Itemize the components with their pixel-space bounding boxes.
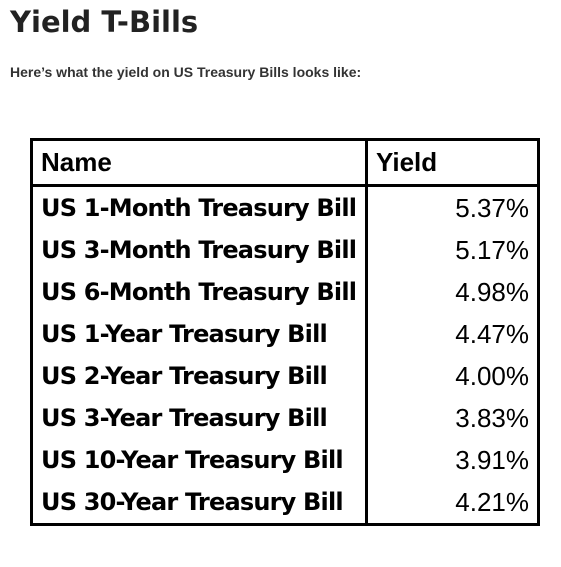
yield-value-cell: 5.37% (455, 192, 529, 223)
yield-value-cell: 4.98% (455, 276, 529, 307)
page-title: Yield T-Bills (10, 5, 199, 39)
bill-name-cell: US 3-Month Treasury Bill (31, 229, 368, 271)
bill-name-cell: US 10-Year Treasury Bill (31, 439, 368, 481)
yield-value-cell: 4.21% (455, 486, 529, 517)
yield-value-cell: 4.00% (455, 360, 529, 391)
table-row: US 30-Year Treasury Bill 4.21% (31, 481, 539, 525)
yield-value-cell: 4.47% (455, 318, 529, 349)
yield-value-cell: 3.91% (455, 444, 529, 475)
column-header-name: Name (31, 139, 368, 187)
bill-name-cell: US 3-Year Treasury Bill (31, 397, 368, 439)
table-row: US 1-Year Treasury Bill 4.47% (31, 313, 539, 355)
table-row: US 3-Year Treasury Bill 3.83% (31, 397, 539, 439)
table-row: US 3-Month Treasury Bill 5.17% (31, 229, 539, 271)
yield-value-cell: 5.17% (455, 234, 529, 265)
intro-text: Here’s what the yield on US Treasury Bil… (10, 64, 362, 80)
table-row: US 6-Month Treasury Bill 4.98% (31, 271, 539, 313)
bill-name-cell: US 1-Year Treasury Bill (31, 313, 368, 355)
table-header-row: Name Yield (31, 139, 539, 187)
bill-name-cell: US 1-Month Treasury Bill (31, 185, 368, 229)
yield-table: Name Yield US 1-Month Treasury Bill 5.37… (30, 138, 540, 526)
bill-name-cell: US 30-Year Treasury Bill (31, 481, 368, 525)
table-body: US 1-Month Treasury Bill 5.37% US 3-Mont… (31, 185, 539, 525)
bill-name-cell: US 6-Month Treasury Bill (31, 271, 368, 313)
yield-value-cell: 3.83% (455, 402, 529, 433)
table-row: US 2-Year Treasury Bill 4.00% (31, 355, 539, 397)
table-row: US 1-Month Treasury Bill 5.37% (31, 185, 539, 229)
table-header: Name Yield (31, 139, 539, 187)
table-row: US 10-Year Treasury Bill 3.91% (31, 439, 539, 481)
bill-name-cell: US 2-Year Treasury Bill (31, 355, 368, 397)
column-header-yield: Yield (366, 139, 539, 187)
